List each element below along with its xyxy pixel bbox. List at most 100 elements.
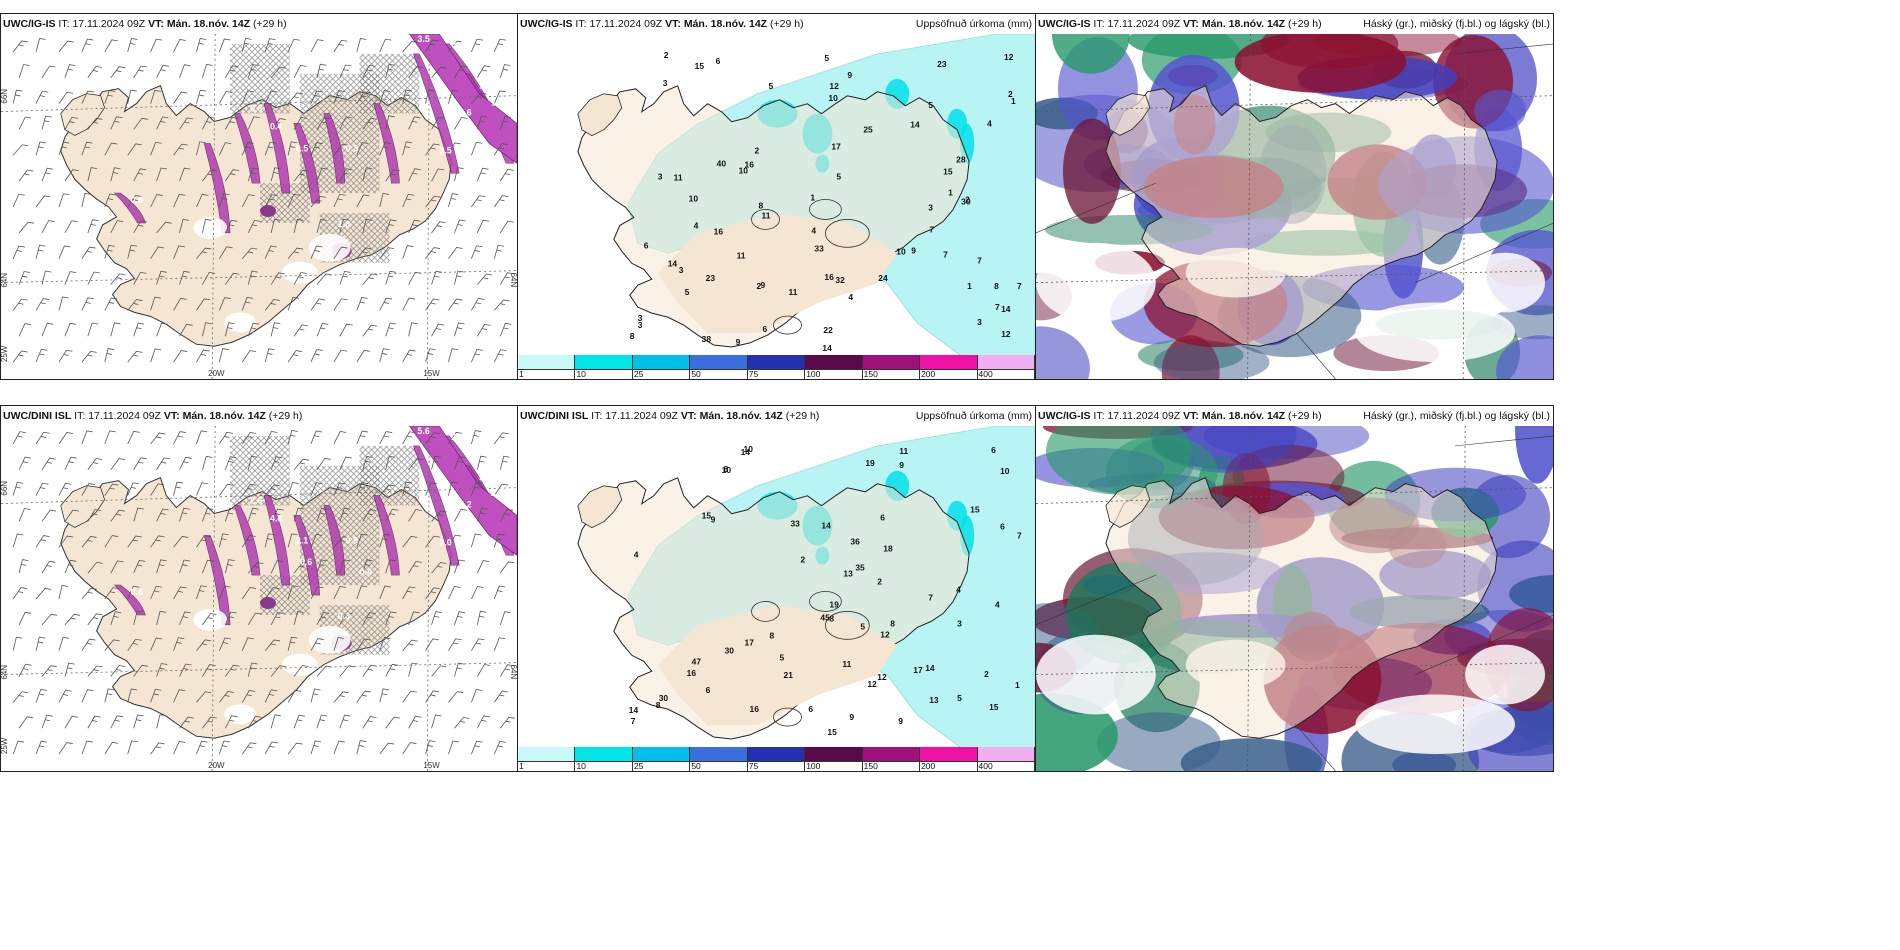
precip-value-label: 5 — [769, 81, 774, 91]
precip-value-label: 47 — [692, 656, 702, 666]
precip-value-label: 35 — [855, 563, 865, 573]
valid-time: Mán. 18.nóv. 14Z — [1201, 18, 1286, 30]
snow-value-label: 0.4 — [270, 121, 282, 131]
precip-value-label: 33 — [790, 519, 800, 529]
init-time: 17.11.2024 09Z — [605, 410, 678, 422]
precip-value-label: 10 — [744, 444, 754, 454]
precip-value-label: 14 — [910, 120, 920, 130]
colorbar-label: 50 — [691, 369, 701, 379]
precip-value-label: 28 — [956, 155, 966, 165]
snow-value-label: 0.3 — [346, 143, 358, 153]
colorbar-bin: 10 — [575, 747, 633, 771]
precip-value-label: 11 — [842, 659, 851, 669]
colorbar-label: 200 — [921, 761, 936, 771]
snow-value-label: 4.0 — [491, 490, 503, 500]
vt-label: VT: — [1183, 410, 1199, 422]
precip-value-label: 17 — [745, 637, 755, 647]
precip-value-label: 9 — [847, 70, 852, 80]
vt-label: VT: — [163, 410, 180, 422]
colorbar-bin: 50 — [690, 747, 748, 771]
precip-value-label: 3 — [977, 317, 982, 327]
region-borders — [1036, 43, 1553, 379]
precip-value-label: 12 — [867, 679, 877, 689]
precip-value-label: 13 — [929, 695, 939, 705]
westfjords-land — [1105, 93, 1151, 136]
precip-value-label: 9 — [899, 460, 904, 470]
precip-value-label: 2 — [664, 50, 669, 60]
svg-text:66N: 66N — [1, 481, 9, 496]
snow-value-label: 3.5 — [439, 145, 451, 155]
valid-time: Mán. 18.nóv. 14Z — [699, 410, 783, 422]
precip-value-label: 1 — [948, 188, 953, 198]
init-time: 17.11.2024 09Z — [1107, 18, 1181, 30]
lead-time: (+29 h) — [785, 410, 820, 422]
precip-value-label: 4 — [956, 584, 961, 594]
precip-colorbar: 1 10 25 50 75 100 150 200 400 — [518, 355, 1035, 379]
it-label: IT: — [591, 410, 603, 422]
map-area: 15 15 9 17 2 11 16 12 17 13 19 36 14 19 21 18 30 13 35 14 8 1… — [518, 426, 1035, 747]
colorbar-bin: 400 — [977, 355, 1035, 379]
map-area — [1036, 34, 1553, 379]
colorbar-bin: 10 — [575, 355, 633, 379]
colorbar-bin: 100 — [805, 355, 863, 379]
precip-value-label: 8 — [630, 331, 635, 341]
precip-value-label: 7 — [928, 592, 933, 602]
precip-value-label: 14 — [741, 447, 751, 457]
precip-value-label: 11 — [762, 210, 771, 220]
snowfall-bands — [113, 426, 517, 651]
colorbar-swatch — [862, 355, 920, 370]
precip-value-label: 16 — [687, 668, 697, 678]
dry-south-area — [657, 605, 898, 726]
svg-text:25W: 25W — [1, 345, 9, 362]
panel-title: UWC/IG-IS IT: 17.11.2024 09Z VT: Mán. 18… — [518, 14, 1035, 34]
vt-label: VT: — [665, 18, 681, 30]
graticule — [1036, 426, 1553, 771]
westfjords-land — [577, 93, 623, 137]
colorbar-swatch — [632, 355, 690, 370]
precip-value-label: 15 — [702, 511, 712, 521]
precip-value-label: 2 — [965, 194, 970, 204]
panel-precip-igis: UWC/IG-IS IT: 17.11.2024 09Z VT: Mán. 18… — [517, 13, 1036, 380]
precip-value-label: 9 — [736, 337, 741, 347]
colorbar-label: 75 — [748, 369, 759, 379]
valid-time: Mán. 18.nóv. 14Z — [166, 18, 251, 30]
svg-text:64N: 64N — [1, 273, 9, 288]
precip-value-label: 15 — [827, 727, 837, 737]
precip-value-label: 7 — [1017, 531, 1022, 541]
init-time: 17.11.2024 09Z — [1107, 410, 1181, 422]
snow-value-label: 0.9 — [346, 535, 358, 545]
lead-time: (+29 h) — [770, 18, 804, 30]
precip-value-label: 9 — [711, 515, 716, 525]
model-name: UWC/DINI ISL — [520, 410, 589, 422]
field-title: Háský (gr.), miðský (fj.bl.) og lágský (… — [1363, 410, 1550, 422]
precip-value-label: 5 — [957, 693, 962, 703]
precip-value-label: 22 — [823, 325, 833, 335]
precip-value-label: 15 — [943, 167, 953, 177]
precip-value-label: 8 — [759, 200, 764, 210]
axis-labels: 66N 64N 25W 64N 20W 15W — [1, 481, 517, 770]
precip-value-label: 40 — [717, 159, 727, 169]
precip-value-label: 1 — [810, 192, 815, 202]
precip-value-label: 8 — [724, 464, 729, 474]
snowfall-bands — [113, 34, 517, 259]
precip-value-label: 4 — [694, 220, 699, 230]
model-name: UWC/IG-IS — [3, 18, 56, 30]
precip-value-label: 16 — [824, 272, 834, 282]
precip-value-label: 5 — [685, 287, 690, 297]
svg-text:66N: 66N — [1, 89, 9, 104]
westfjords-land — [1105, 485, 1151, 528]
panel-wind-igis: UWC/IG-IS IT: 17.11.2024 09Z VT: Mán. 18… — [0, 13, 518, 380]
precip-value-label: 9 — [898, 716, 903, 726]
snow-value-label: 0.4 — [360, 567, 372, 577]
colorbar-swatch — [575, 747, 632, 762]
precip-value-label: 5 — [779, 652, 784, 662]
precip-value-label: 38 — [702, 334, 712, 344]
precip-value-label: 3 — [658, 172, 663, 182]
colorbar-swatch — [805, 747, 862, 762]
colorbar-bin: 400 — [977, 747, 1035, 771]
colorbar-label: 75 — [748, 761, 759, 771]
precip-value-label: 3 — [663, 78, 668, 88]
colorbar-label: 400 — [978, 761, 993, 771]
precip-value-label: 12 — [1001, 329, 1011, 339]
snow-value-label: 10.2 — [491, 98, 508, 108]
